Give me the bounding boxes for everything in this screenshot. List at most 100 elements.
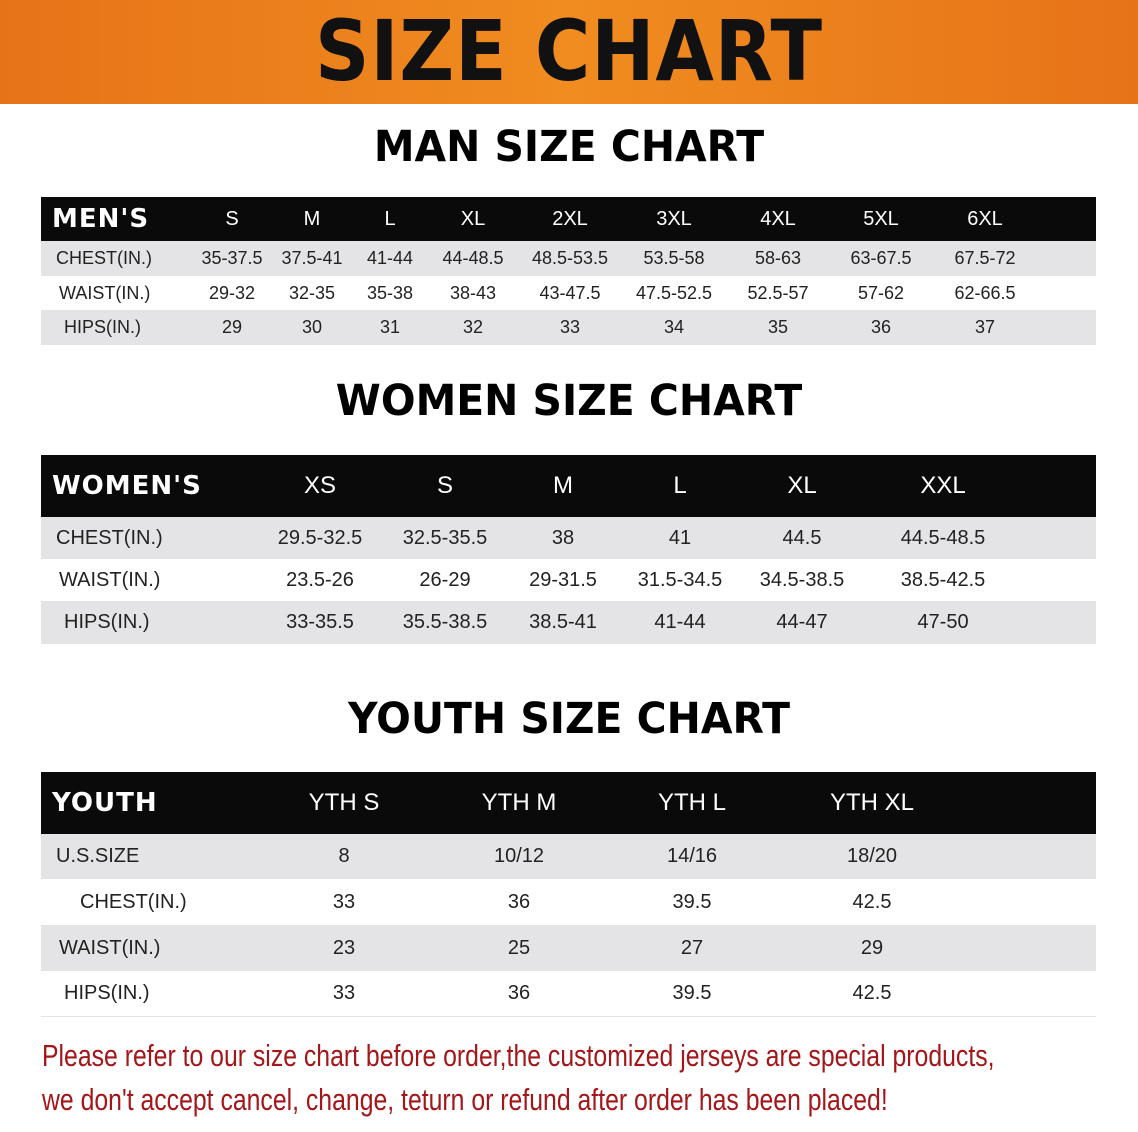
table-cell: 33-35.5 — [286, 611, 354, 633]
table-cell: 44.5-48.5 — [900, 527, 986, 549]
table-cell: 36 — [507, 891, 531, 913]
men-size-header: 4XL — [760, 208, 796, 230]
youth-size-header: YTH M — [481, 789, 557, 816]
youth-size-header: YTH S — [308, 789, 380, 816]
table-cell: 8 — [338, 845, 350, 867]
row-label: WAIST(IN.) — [59, 937, 161, 959]
table-cell: 38 — [551, 527, 575, 549]
men-table-row: CHEST(IN.) 35-37.5 37.5-41 41-44 44-48.5 48.5… — [41, 241, 1096, 276]
men-table-row: WAIST(IN.) 29-32 32-35 35-38 38-43 43-47.5 47.… — [41, 276, 1096, 310]
table-cell: 34 — [663, 317, 685, 337]
table-cell: 33 — [559, 317, 581, 337]
table-cell: 48.5-53.5 — [531, 248, 609, 268]
men-table-row: HIPS(IN.) 29 30 31 32 33 34 35 36 37 — [41, 310, 1096, 345]
women-size-header: S — [436, 472, 454, 499]
table-cell: 44-48.5 — [442, 248, 504, 268]
table-cell: 38-43 — [449, 283, 497, 303]
men-size-header: 2XL — [552, 208, 588, 230]
table-cell: 35-38 — [366, 283, 414, 303]
table-cell: 53.5-58 — [643, 248, 705, 268]
table-cell: 32-35 — [288, 283, 336, 303]
table-cell: 47.5-52.5 — [635, 283, 713, 303]
men-size-header: 3XL — [656, 208, 692, 230]
table-cell: 52.5-57 — [747, 283, 809, 303]
table-cell: 29.5-32.5 — [277, 527, 363, 549]
women-header-row: WOMEN'S XS S M L XL XXL — [41, 455, 1096, 517]
table-cell: 44.5 — [782, 527, 822, 549]
table-cell: 33 — [332, 891, 356, 913]
table-cell: 43-47.5 — [539, 283, 601, 303]
table-cell: 36 — [870, 317, 892, 337]
youth-table-row: U.S.SIZE 8 10/12 14/16 18/20 — [41, 834, 1096, 879]
table-cell: 57-62 — [857, 283, 905, 303]
table-cell: 35-37.5 — [201, 248, 263, 268]
table-cell: 35 — [767, 317, 789, 337]
note-line-1: Please refer to our size chart before or… — [42, 1038, 995, 1073]
table-cell: 62-66.5 — [954, 283, 1016, 303]
men-size-header: 6XL — [967, 208, 1003, 230]
row-label: WAIST(IN.) — [59, 569, 161, 591]
table-cell: 26-29 — [419, 569, 471, 591]
table-cell: 23 — [332, 937, 356, 959]
table-cell: 29 — [860, 937, 884, 959]
table-cell: 41-44 — [654, 611, 706, 633]
women-size-header: XXL — [920, 472, 966, 499]
row-label: CHEST(IN.) — [56, 527, 163, 549]
youth-table-row: WAIST(IN.) 23 25 27 29 — [41, 925, 1096, 971]
table-cell: 35.5-38.5 — [402, 611, 488, 633]
men-header-label: MEN'S — [52, 204, 150, 234]
table-cell: 44-47 — [776, 611, 828, 633]
row-label: HIPS(IN.) — [64, 982, 150, 1004]
youth-table-row: CHEST(IN.) 33 36 39.5 42.5 — [41, 879, 1096, 925]
women-size-header: XS — [303, 472, 337, 499]
table-cell: 42.5 — [852, 982, 892, 1004]
women-size-table: WOMEN'S XS S M L XL XXL CHEST(IN.) 29.5-32.5 32.5… — [41, 455, 1096, 644]
row-label: WAIST(IN.) — [59, 283, 151, 303]
youth-header-label: YOUTH — [52, 788, 158, 818]
men-size-header: 5XL — [863, 208, 899, 230]
row-label: HIPS(IN.) — [64, 611, 150, 633]
youth-title: YOUTH SIZE CHART — [348, 694, 790, 744]
women-table-row: HIPS(IN.) 33-35.5 35.5-38.5 38.5-41 41-44 44-… — [41, 601, 1096, 644]
men-header-row: MEN'S S M L XL 2XL 3XL 4XL 5XL 6XL — [41, 197, 1096, 241]
table-cell: 33 — [332, 982, 356, 1004]
table-cell: 10/12 — [493, 845, 545, 867]
men-size-header: XL — [460, 208, 486, 230]
table-cell: 36 — [507, 982, 531, 1004]
table-cell: 37.5-41 — [281, 248, 343, 268]
banner: SIZE CHART — [0, 0, 1138, 104]
women-size-header: L — [673, 472, 687, 499]
men-size-header: S — [225, 208, 239, 230]
table-cell: 37 — [974, 317, 996, 337]
table-cell: 29-32 — [208, 283, 256, 303]
banner-title: SIZE CHART — [314, 2, 823, 100]
table-cell: 67.5-72 — [954, 248, 1016, 268]
table-cell: 47-50 — [917, 611, 969, 633]
note-line-2: we don't accept cancel, change, teturn o… — [42, 1082, 888, 1117]
table-cell: 32.5-35.5 — [402, 527, 488, 549]
women-table-row: WAIST(IN.) 23.5-26 26-29 29-31.5 31.5-34.5 34… — [41, 559, 1096, 601]
table-cell: 39.5 — [672, 891, 712, 913]
table-cell: 58-63 — [754, 248, 802, 268]
table-cell: 18/20 — [846, 845, 898, 867]
table-cell: 42.5 — [852, 891, 892, 913]
table-cell: 29-31.5 — [529, 569, 597, 591]
men-size-header: M — [303, 208, 321, 230]
table-cell: 23.5-26 — [286, 569, 354, 591]
table-cell: 38.5-42.5 — [900, 569, 986, 591]
youth-size-header: YTH L — [657, 789, 727, 816]
women-size-header: XL — [787, 472, 817, 499]
table-cell: 41 — [668, 527, 692, 549]
table-cell: 38.5-41 — [529, 611, 597, 633]
youth-table-row: HIPS(IN.) 33 36 39.5 42.5 — [41, 971, 1096, 1017]
table-cell: 39.5 — [672, 982, 712, 1004]
table-cell: 63-67.5 — [850, 248, 912, 268]
table-cell: 32 — [462, 317, 484, 337]
women-table-row: CHEST(IN.) 29.5-32.5 32.5-35.5 38 41 44.5 44.5… — [41, 517, 1096, 559]
table-cell: 25 — [507, 937, 531, 959]
table-cell: 14/16 — [666, 845, 718, 867]
table-cell: 31.5-34.5 — [637, 569, 723, 591]
table-cell: 31 — [379, 317, 401, 337]
men-size-table: MEN'S S M L XL 2XL 3XL 4XL 5XL 6XL CHEST(IN.) 35-37… — [41, 197, 1096, 345]
table-cell: 29 — [221, 317, 243, 337]
